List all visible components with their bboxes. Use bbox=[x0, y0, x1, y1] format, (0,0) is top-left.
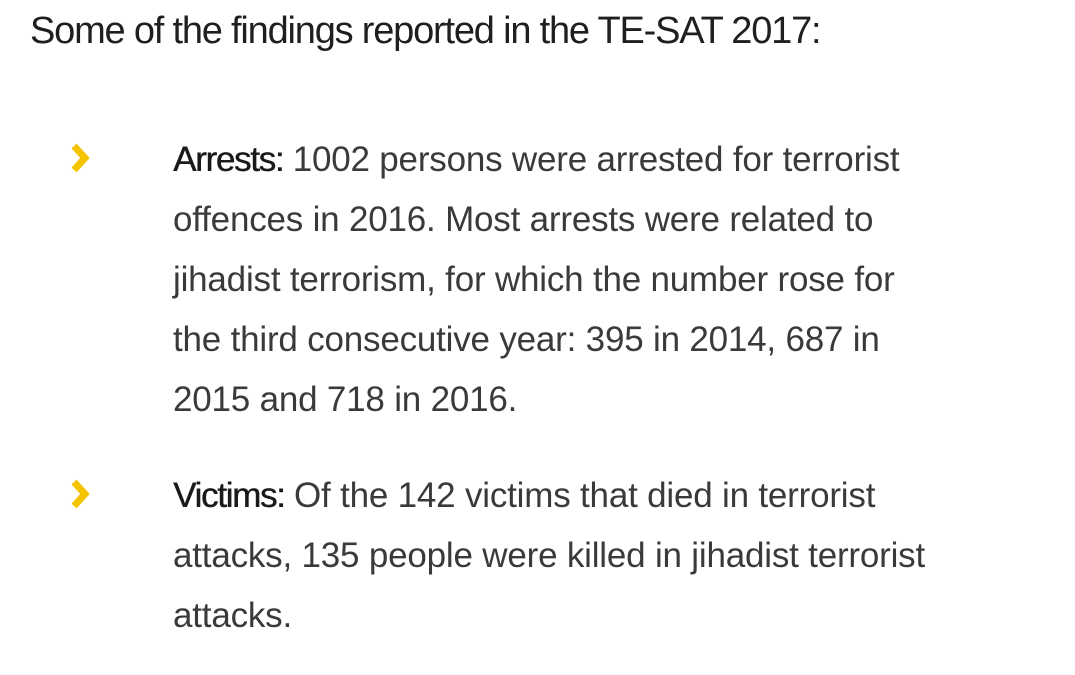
finding-label: Arrests: bbox=[173, 140, 284, 179]
finding-line: attacks. bbox=[173, 596, 293, 635]
finding-line: Victims: Of the 142 victims that died in… bbox=[173, 466, 1053, 526]
chevron-right-icon bbox=[66, 474, 96, 518]
finding-line: the third consecutive year: 395 in 2014,… bbox=[173, 320, 880, 359]
finding-line: 2015 and 718 in 2016. bbox=[173, 380, 518, 419]
finding-text: Victims: Of the 142 victims that died in… bbox=[173, 466, 1053, 646]
finding-line: offences in 2016. Most arrests were rela… bbox=[173, 200, 874, 239]
finding-label: Victims: bbox=[173, 476, 286, 515]
finding-line-text: 1002 persons were arrested for terrorist bbox=[292, 140, 900, 179]
page-heading: Some of the findings reported in the TE-… bbox=[30, 10, 822, 52]
finding-line: Arrests: 1002 persons were arrested for … bbox=[173, 130, 1053, 190]
finding-line: attacks, 135 people were killed in jihad… bbox=[173, 536, 926, 575]
finding-text: Arrests: 1002 persons were arrested for … bbox=[173, 130, 1053, 430]
finding-line: jihadist terrorism, for which the number… bbox=[173, 260, 895, 299]
finding-line-text: Of the 142 victims that died in terroris… bbox=[294, 476, 876, 515]
chevron-right-icon bbox=[66, 138, 96, 182]
